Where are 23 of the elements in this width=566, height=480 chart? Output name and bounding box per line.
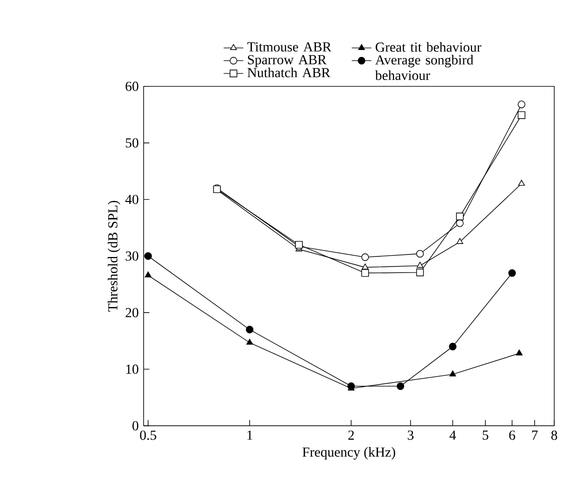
y-tick-label: 30	[126, 251, 138, 261]
legend-label: Average songbird behaviour	[375, 54, 474, 80]
y-tick-label: 40	[125, 194, 138, 204]
legend-label: Titmouse ABR	[247, 42, 332, 52]
x-tick-label: 5	[482, 430, 488, 440]
y-tick-label: 50	[126, 138, 138, 148]
y-tick-label: 60	[126, 82, 138, 91]
y-tick-label: 0	[132, 421, 138, 430]
x-tick-label: 1	[247, 430, 252, 440]
y-tick-label: 10	[126, 364, 138, 374]
y-tick-label: 20	[126, 308, 138, 318]
x-tick-label: 8	[551, 430, 558, 440]
x-tick-label: 2	[348, 430, 354, 440]
y-axis-title: Threshold (dB SPL)	[108, 200, 120, 312]
x-tick-label: 4	[450, 430, 456, 440]
x-axis-title: Frequency (kHz)	[302, 447, 396, 460]
x-tick-label: 7	[532, 430, 538, 440]
x-tick-label: 0.5	[140, 430, 156, 440]
x-tick-label: 3	[408, 430, 414, 440]
legend-label: Nuthatch ABR	[247, 68, 330, 78]
x-tick-label: 6	[509, 430, 516, 440]
legend-label: Sparrow ABR	[248, 55, 327, 68]
legend-label: Great tit behaviour	[376, 42, 482, 52]
